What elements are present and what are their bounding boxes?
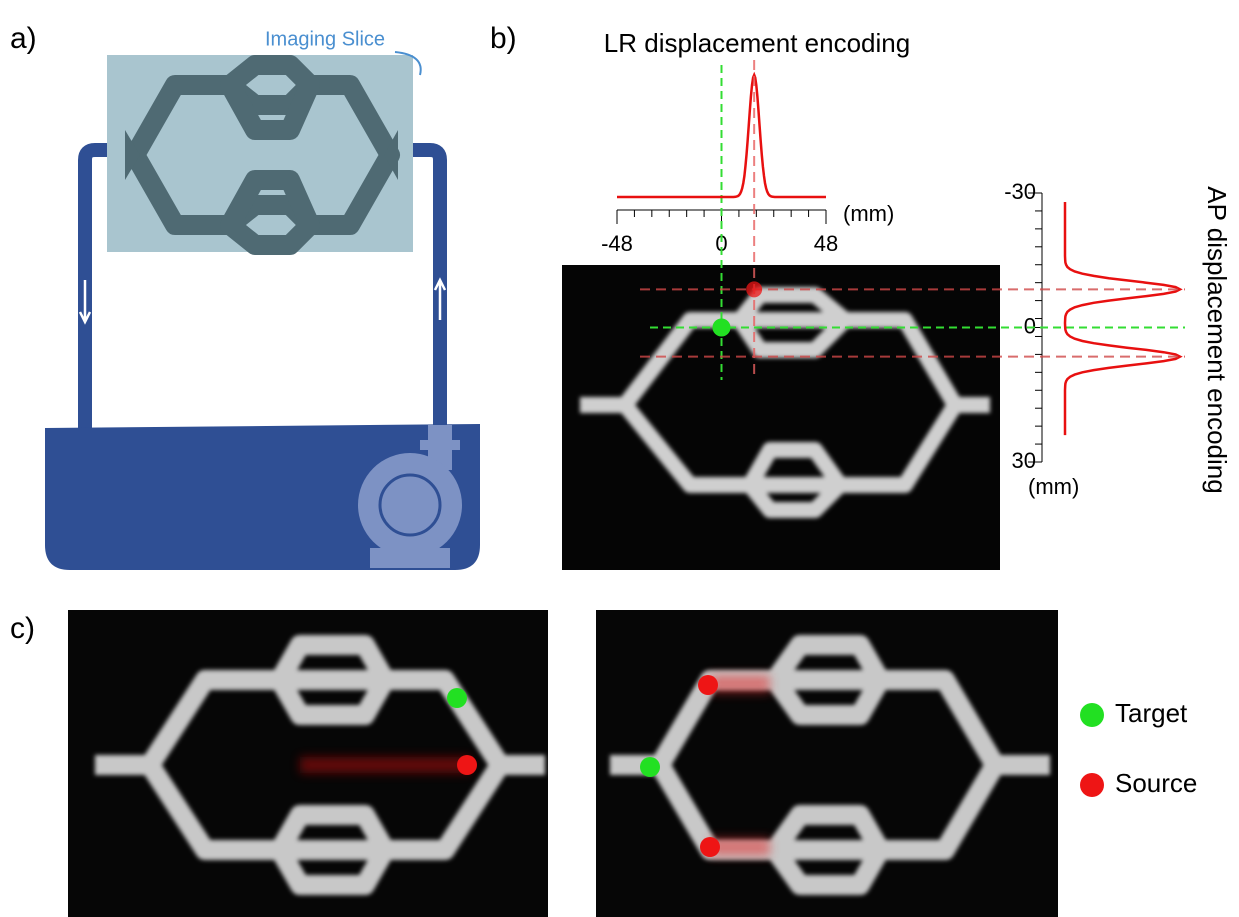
legend-marker [1080,703,1104,727]
overlay-point [447,688,467,708]
overlay-point [698,675,718,695]
y-tick-label: 30 [1012,448,1036,473]
overlay-point [640,757,660,777]
x-tick-label: -48 [601,231,633,256]
target-point [713,319,731,337]
flow-arrow [80,280,445,322]
panel-label: a) [10,22,37,55]
panel-b: b) LR displacement encoding (mm) AP disp… [490,22,1232,570]
legend-label: Target [1115,698,1188,728]
overlay-point [700,837,720,857]
legend-marker [1080,773,1104,797]
legend-label: Source [1115,768,1197,798]
axis-unit: (mm) [1028,474,1079,499]
source-point [746,281,762,297]
ap-profile [1065,202,1180,435]
x-tick-label: 48 [814,231,838,256]
panel-c: c) Target Source [10,610,1197,917]
imaging-slice-box [107,55,413,252]
plot-title: AP displacement encoding [1202,186,1232,493]
panel-label: c) [10,612,35,645]
panel-label: b) [490,22,517,55]
plot-title: LR displacement encoding [604,28,910,58]
overlay-point [457,755,477,775]
panel-a: a) Imaging Slice [10,22,480,570]
y-tick-label: -30 [1004,179,1036,204]
slice-label: Imaging Slice [265,28,385,50]
axis-unit: (mm) [843,201,894,226]
y-tick-label: 0 [1024,313,1036,338]
figure: a) Imaging Slice b) LR displacement enco… [0,0,1239,917]
